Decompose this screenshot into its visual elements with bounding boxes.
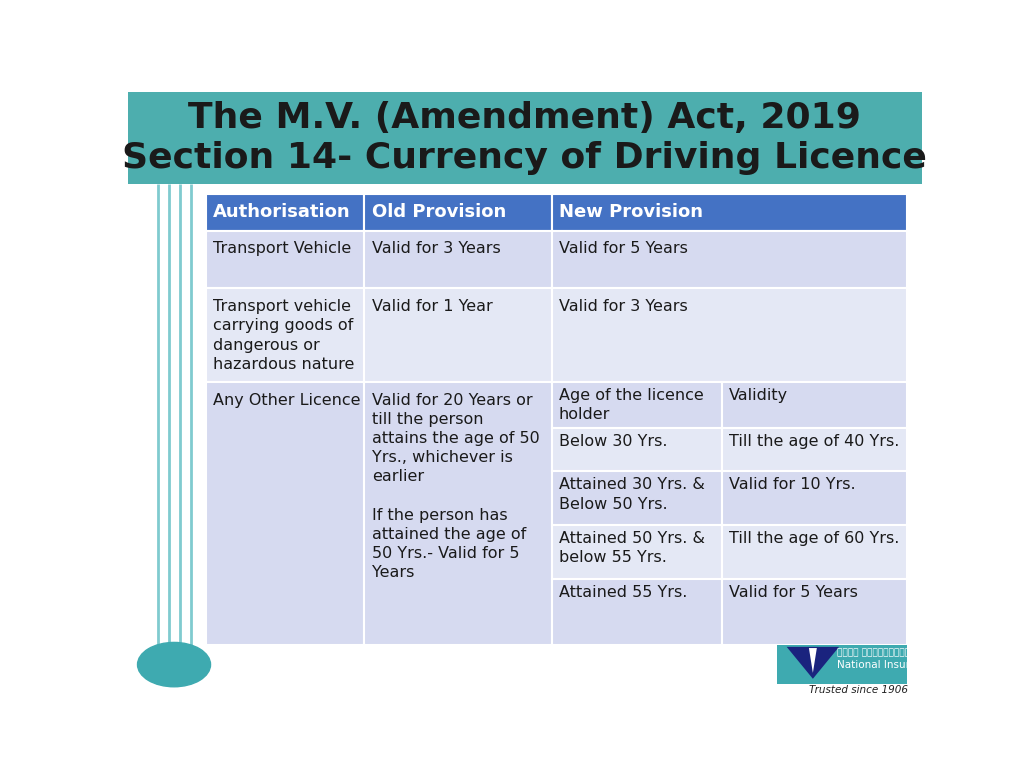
FancyBboxPatch shape (722, 472, 907, 525)
FancyBboxPatch shape (722, 525, 907, 579)
FancyBboxPatch shape (365, 289, 552, 382)
Text: Attained 30 Yrs. &
Below 50 Yrs.: Attained 30 Yrs. & Below 50 Yrs. (559, 478, 705, 511)
Text: Valid for 5 Years: Valid for 5 Years (559, 241, 688, 257)
Text: Attained 50 Yrs. &
below 55 Yrs.: Attained 50 Yrs. & below 55 Yrs. (559, 531, 705, 565)
FancyBboxPatch shape (552, 194, 907, 230)
Text: Validity: Validity (729, 388, 787, 403)
Text: Valid for 3 Years: Valid for 3 Years (372, 241, 501, 257)
Text: Trusted since 1906: Trusted since 1906 (809, 685, 908, 695)
Text: Transport Vehicle: Transport Vehicle (213, 241, 351, 257)
Text: Transport vehicle
carrying goods of
dangerous or
hazardous nature: Transport vehicle carrying goods of dang… (213, 299, 354, 372)
FancyBboxPatch shape (206, 230, 365, 289)
FancyBboxPatch shape (552, 428, 722, 472)
Text: Valid for 5 Years: Valid for 5 Years (729, 585, 858, 601)
Text: नशनल इन्श्योरेन्स: नशनल इन्श्योरेन्स (837, 649, 926, 657)
Text: Valid for 1 Year: Valid for 1 Year (372, 299, 493, 314)
FancyBboxPatch shape (552, 525, 722, 579)
Ellipse shape (137, 642, 211, 687)
Text: Age of the licence
holder: Age of the licence holder (559, 388, 703, 422)
FancyBboxPatch shape (206, 382, 365, 645)
FancyBboxPatch shape (552, 230, 907, 289)
Text: Valid for 3 Years: Valid for 3 Years (559, 299, 688, 314)
FancyBboxPatch shape (206, 194, 365, 230)
FancyBboxPatch shape (206, 289, 365, 382)
FancyBboxPatch shape (365, 230, 552, 289)
Text: Below 30 Yrs.: Below 30 Yrs. (559, 434, 668, 449)
FancyBboxPatch shape (722, 382, 907, 428)
Text: Attained 55 Yrs.: Attained 55 Yrs. (559, 585, 687, 601)
Polygon shape (786, 647, 839, 679)
Polygon shape (809, 648, 817, 673)
Text: Section 14- Currency of Driving Licence: Section 14- Currency of Driving Licence (122, 141, 928, 175)
FancyBboxPatch shape (365, 194, 552, 230)
FancyBboxPatch shape (722, 428, 907, 472)
Text: Old Provision: Old Provision (372, 204, 506, 221)
FancyBboxPatch shape (552, 289, 907, 382)
FancyBboxPatch shape (128, 92, 922, 184)
Text: Till the age of 40 Yrs.: Till the age of 40 Yrs. (729, 434, 899, 449)
Text: The M.V. (Amendment) Act, 2019: The M.V. (Amendment) Act, 2019 (188, 101, 861, 135)
Text: Till the age of 60 Yrs.: Till the age of 60 Yrs. (729, 531, 899, 546)
FancyBboxPatch shape (552, 382, 722, 428)
Text: Valid for 20 Years or
till the person
attains the age of 50
Yrs., whichever is
e: Valid for 20 Years or till the person at… (372, 392, 540, 581)
Text: National Insurance: National Insurance (837, 660, 935, 670)
FancyBboxPatch shape (552, 472, 722, 525)
Text: Any Other Licence: Any Other Licence (213, 392, 360, 408)
Text: New Provision: New Provision (559, 204, 702, 221)
FancyBboxPatch shape (365, 382, 552, 645)
Text: Authorisation: Authorisation (213, 204, 350, 221)
FancyBboxPatch shape (552, 579, 722, 645)
Text: Valid for 10 Yrs.: Valid for 10 Yrs. (729, 478, 855, 492)
FancyBboxPatch shape (722, 579, 907, 645)
FancyBboxPatch shape (777, 645, 907, 684)
